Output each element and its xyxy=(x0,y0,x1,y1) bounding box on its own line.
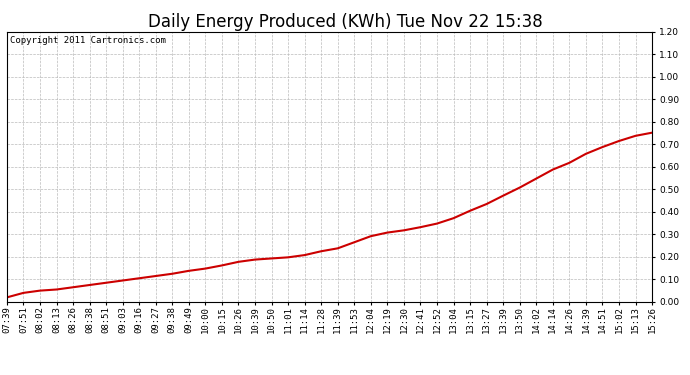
Text: Daily Energy Produced (KWh) Tue Nov 22 15:38: Daily Energy Produced (KWh) Tue Nov 22 1… xyxy=(148,13,542,31)
Text: Copyright 2011 Cartronics.com: Copyright 2011 Cartronics.com xyxy=(10,36,166,45)
